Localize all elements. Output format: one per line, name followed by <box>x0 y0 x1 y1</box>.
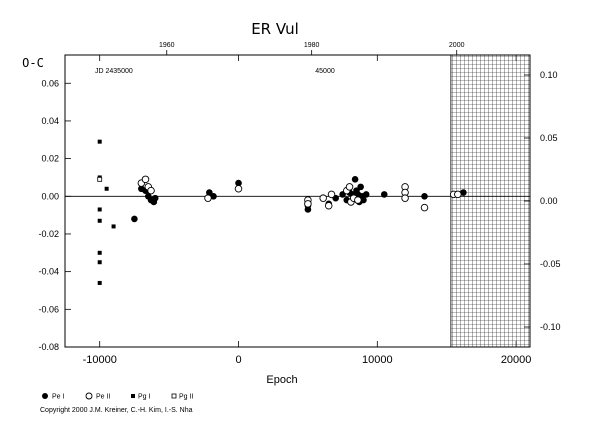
x-tick-label: -10000 <box>83 354 117 366</box>
data-point-pe-i <box>210 192 217 200</box>
y-tick-label: 0.06 <box>41 78 59 88</box>
data-point-pg-i <box>97 207 102 212</box>
data-point-pg-i <box>97 280 102 285</box>
data-point-pe-i <box>380 191 388 198</box>
y-axis-title: O-C <box>22 56 44 70</box>
data-point-pe-ii <box>234 185 243 193</box>
data-point-pg-ii <box>97 176 103 182</box>
data-point-pe-ii <box>327 190 336 199</box>
right-y-tick-label: 0.00 <box>540 196 558 206</box>
copyright-text: Copyright 2000 J.M. Kreiner, C.-H. Kim, … <box>40 407 193 414</box>
y-tick-label: 0.00 <box>41 191 59 201</box>
data-point-pe-i <box>421 192 428 200</box>
data-point-pg-i <box>104 186 109 191</box>
x-tick-label: 0 <box>235 354 241 366</box>
data-point-pe-i <box>360 196 367 204</box>
data-point-pe-i <box>351 176 359 183</box>
data-point-pe-ii <box>345 183 354 191</box>
data-point-pe-i <box>460 189 467 196</box>
data-point-pg-i <box>97 260 102 265</box>
y-tick-label: 0.02 <box>41 154 59 164</box>
legend-marker-pg1 <box>131 394 135 398</box>
data-point-pe-i <box>131 215 138 223</box>
y-tick-label: -0.08 <box>38 342 59 352</box>
y-tick-label: -0.02 <box>38 229 59 239</box>
data-point-pe-i <box>362 191 370 198</box>
year-tick-label: 1980 <box>304 42 320 49</box>
data-point-pe-ii <box>319 194 327 202</box>
legend-marker-pe1 <box>42 393 48 399</box>
top-axis-mid-label: 45000 <box>315 68 335 75</box>
legend-label-pg2: Pg II <box>179 394 193 401</box>
legend-label-pg1: Pg I <box>138 394 151 401</box>
data-point-pe-i <box>151 194 159 202</box>
data-point-pe-ii <box>147 186 155 195</box>
legend: Pe I Pe II Pg I Pg II <box>42 392 193 401</box>
y-tick-label: -0.04 <box>38 267 59 277</box>
plot-frame <box>64 54 531 348</box>
data-point-pg-i <box>97 139 102 144</box>
legend-marker-pe2 <box>85 392 93 400</box>
year-tick-label: 1960 <box>159 42 175 49</box>
year-tick-label: 2000 <box>449 42 465 49</box>
right-y-tick-label: -0.10 <box>540 322 561 332</box>
chart-title: ER Vul <box>251 20 299 38</box>
data-point-pg-i <box>111 224 116 229</box>
right-y-tick-label: 0.10 <box>540 70 558 80</box>
hatched-region <box>450 54 531 348</box>
data-point-pe-i <box>357 183 364 191</box>
data-point-pe-ii <box>304 200 312 208</box>
y-tick-label: 0.04 <box>41 116 59 126</box>
top-axis-jd-label: JD 2435000 <box>95 68 133 75</box>
legend-label-pe2: Pe II <box>96 394 110 401</box>
data-point-pe-ii <box>454 190 462 199</box>
data-point-pe-ii <box>204 194 212 202</box>
x-axis-title: Epoch <box>266 374 297 386</box>
legend-label-pe1: Pe I <box>52 394 65 401</box>
data-point-pe-ii <box>420 203 429 212</box>
data-point-pg-i <box>97 218 102 223</box>
data-point-pe-ii <box>141 175 150 184</box>
legend-marker-pg2 <box>171 393 177 399</box>
data-point-pe-i <box>235 179 242 187</box>
y-tick-label: -0.06 <box>38 304 59 314</box>
x-tick-label: 10000 <box>362 354 393 366</box>
data-point-pg-i <box>97 250 102 255</box>
x-tick-label: 20000 <box>501 354 532 366</box>
right-y-tick-label: -0.05 <box>540 259 561 269</box>
data-point-pe-ii <box>401 194 409 202</box>
data-points <box>97 139 467 285</box>
data-point-pe-ii <box>354 196 362 204</box>
right-y-tick-label: 0.05 <box>540 133 558 143</box>
data-point-pe-ii <box>324 201 333 210</box>
axis-ticks: -10000 0 10000 20000 -0.08 -0.06 -0.04 -0.02 0.0… <box>38 42 560 366</box>
